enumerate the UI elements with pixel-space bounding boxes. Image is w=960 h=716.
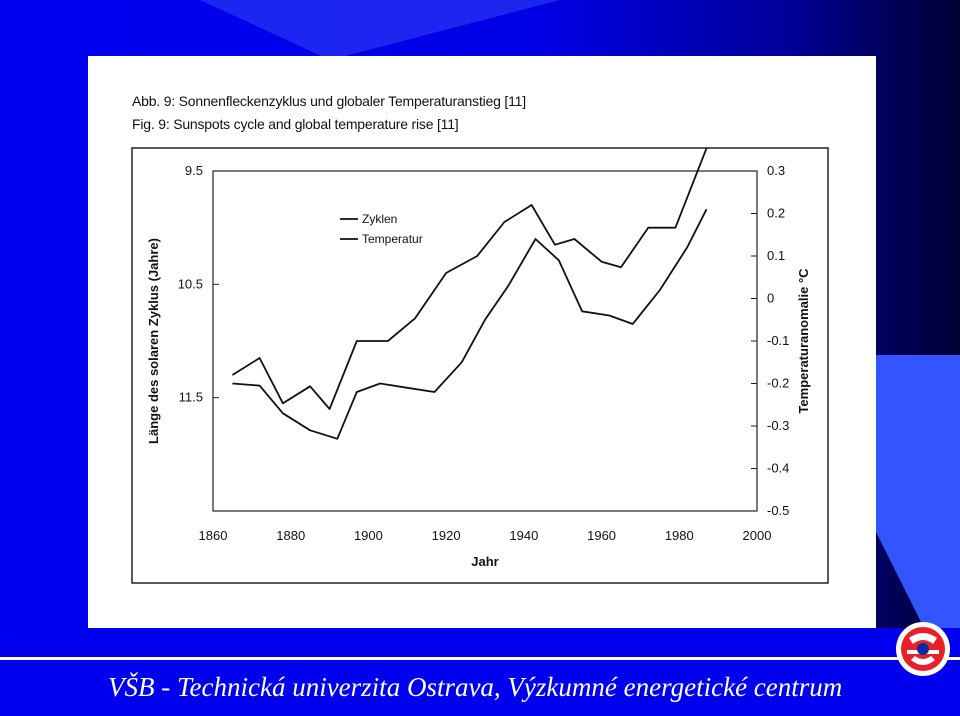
y-right-tick-label: -0.3 [767, 418, 789, 433]
chart: 9.5 10.5 11.5 0.3 0.2 0.1 0 -0.1 -0.2 -0.3 -0.4 -0… [131, 147, 829, 584]
figure-caption-de: Abb. 9: Sonnenfleckenzyklus und globaler… [132, 93, 526, 109]
figure-panel: Abb. 9: Sonnenfleckenzyklus und globaler… [88, 56, 876, 628]
figure-caption-en: Fig. 9: Sunspots cycle and global temper… [132, 116, 459, 132]
series-line-temperatur [232, 208, 708, 440]
x-tick-label: 1900 [354, 528, 383, 543]
footer-institution-text: VŠB - Technická univerzita Ostrava, Výzk… [108, 672, 843, 702]
y-right-tick-label: 0.2 [767, 206, 785, 221]
footer-band [0, 628, 960, 716]
y-left-tick-label: 10.5 [178, 276, 203, 291]
y-axis-left-title: Länge des solaren Zyklus (Jahre) [146, 238, 161, 444]
x-axis-title: Jahr [471, 554, 498, 569]
x-tick-label: 1940 [509, 528, 538, 543]
x-tick-label: 1980 [665, 528, 694, 543]
y-right-tick-label: -0.4 [767, 461, 789, 476]
y-left-tick-label: 9.5 [185, 163, 203, 178]
footer-divider [0, 657, 960, 660]
chart-outer-frame [131, 147, 829, 584]
x-tick-label: 1860 [199, 528, 228, 543]
series-line-zyklen [231, 147, 708, 410]
legend-label: Zyklen [362, 212, 397, 226]
y-right-tick-label: -0.1 [767, 333, 789, 348]
y-right-tick-label: 0.1 [767, 248, 785, 263]
y-right-tick-label: 0.3 [767, 163, 785, 178]
y-left-tick-label: 11.5 [179, 390, 203, 405]
y-right-tick-label: 0 [767, 291, 774, 306]
y-right-tick-label: -0.5 [767, 503, 789, 518]
y-axis-right-title: Temperaturanomalie °C [796, 268, 811, 414]
x-tick-label: 2000 [743, 528, 772, 543]
university-logo-icon [896, 622, 950, 676]
y-right-tick-label: -0.2 [767, 376, 789, 391]
plot-frame [212, 170, 758, 512]
x-tick-label: 1920 [432, 528, 461, 543]
x-tick-label: 1960 [587, 528, 616, 543]
x-tick-label: 1880 [276, 528, 305, 543]
legend-label: Temperatur [362, 232, 423, 246]
